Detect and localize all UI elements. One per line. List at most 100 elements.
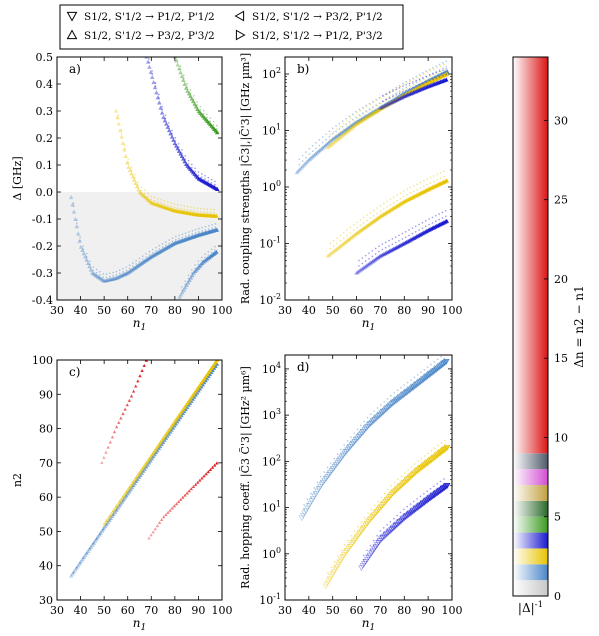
data-point xyxy=(192,98,195,100)
data-point xyxy=(376,539,378,542)
data-point xyxy=(332,245,335,247)
data-point xyxy=(308,155,314,160)
data-point xyxy=(399,192,402,194)
data-point xyxy=(99,528,105,533)
data-point xyxy=(194,390,197,393)
data-point xyxy=(170,506,174,510)
data-point xyxy=(79,562,81,564)
data-point xyxy=(148,69,154,74)
data-point xyxy=(70,202,75,207)
data-point xyxy=(155,448,157,450)
data-point xyxy=(386,101,392,106)
data-point xyxy=(345,237,351,242)
data-point xyxy=(409,186,412,189)
data-point xyxy=(88,267,94,272)
data-point xyxy=(164,114,167,117)
data-point xyxy=(403,384,406,386)
data-point xyxy=(207,254,210,256)
data-point xyxy=(342,237,345,239)
data-point xyxy=(147,192,149,195)
data-point xyxy=(137,181,139,184)
data-point xyxy=(215,130,220,135)
data-point xyxy=(412,506,420,513)
data-point xyxy=(428,457,435,464)
data-point xyxy=(385,93,387,96)
data-point xyxy=(153,527,157,531)
data-point xyxy=(392,94,394,96)
data-point xyxy=(403,388,406,391)
data-point xyxy=(420,462,423,464)
data-point xyxy=(377,505,379,507)
data-point xyxy=(424,373,431,380)
data-point xyxy=(323,143,328,148)
data-point xyxy=(157,521,162,525)
data-point xyxy=(197,260,200,262)
data-point xyxy=(344,238,349,244)
data-point xyxy=(194,264,196,266)
data-point xyxy=(431,216,434,219)
data-point xyxy=(140,369,144,373)
data-point xyxy=(88,544,94,549)
x-tick-label: 90 xyxy=(191,304,205,317)
data-point xyxy=(391,238,394,240)
data-point xyxy=(443,77,449,82)
data-point xyxy=(137,470,142,475)
data-point xyxy=(385,98,387,100)
data-point xyxy=(330,566,333,569)
data-point xyxy=(435,65,438,67)
data-point xyxy=(175,62,180,67)
legend-label: S1/2, S'1/2 → P3/2, P'1/2 xyxy=(252,11,383,23)
data-point xyxy=(171,129,173,132)
data-point xyxy=(342,231,345,234)
data-point xyxy=(306,158,311,163)
series-1 xyxy=(322,439,451,590)
data-point xyxy=(366,105,368,108)
data-point xyxy=(118,272,121,275)
data-point xyxy=(388,100,393,105)
data-point xyxy=(384,241,387,244)
data-point xyxy=(81,251,87,256)
data-point xyxy=(333,564,341,571)
data-point xyxy=(442,359,450,365)
data-point xyxy=(115,274,118,276)
data-point xyxy=(435,70,438,73)
data-point xyxy=(411,227,414,229)
data-point xyxy=(210,363,216,368)
data-point xyxy=(444,444,446,446)
data-point xyxy=(197,263,200,266)
data-point xyxy=(373,542,381,549)
data-point xyxy=(408,229,410,231)
data-point xyxy=(195,106,200,111)
data-point xyxy=(183,205,186,207)
data-point xyxy=(102,276,104,279)
data-point xyxy=(204,253,206,256)
data-point xyxy=(422,374,430,381)
data-point xyxy=(210,248,213,251)
data-point xyxy=(375,540,382,547)
data-point xyxy=(322,475,330,482)
x-axis-label: n1 xyxy=(133,616,146,633)
data-point xyxy=(95,534,101,539)
data-point xyxy=(436,362,439,365)
data-point xyxy=(166,201,169,203)
data-point xyxy=(428,79,431,82)
data-point xyxy=(181,149,183,151)
data-point xyxy=(72,571,75,574)
data-point xyxy=(142,467,144,470)
x-tick-label: 30 xyxy=(278,604,292,617)
data-point xyxy=(362,107,365,110)
data-point xyxy=(377,500,379,503)
data-point xyxy=(419,495,422,498)
data-point xyxy=(305,503,313,510)
data-point xyxy=(89,260,91,262)
data-point xyxy=(366,549,368,552)
data-point xyxy=(157,197,159,200)
data-point xyxy=(155,95,161,100)
data-point xyxy=(418,229,420,231)
data-point xyxy=(147,536,151,540)
data-point xyxy=(327,572,329,574)
data-point xyxy=(318,139,321,141)
data-point xyxy=(406,510,414,517)
data-point xyxy=(130,169,133,172)
data-point xyxy=(346,229,348,231)
